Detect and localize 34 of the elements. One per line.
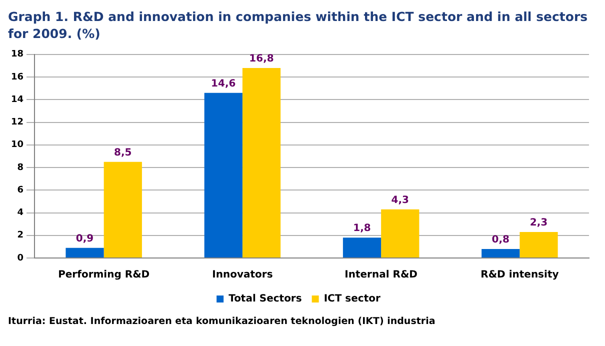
y-tick-label: 4 — [17, 208, 24, 218]
y-tick-label: 10 — [10, 140, 24, 150]
legend-label: Total Sectors — [228, 294, 302, 305]
legend-label: ICT sector — [324, 294, 380, 305]
data-label: 4,3 — [391, 194, 410, 206]
chart-title: Graph 1. R&D and innovation in companies within the ICT sector and in all sectors for 2009. (%) — [8, 8, 589, 42]
y-tick-label: 16 — [10, 72, 24, 82]
bar — [482, 248, 520, 258]
x-tick-label: R&D intensity — [480, 270, 560, 281]
data-label: 14,6 — [211, 78, 236, 90]
bar — [66, 248, 104, 258]
data-label: 0,8 — [492, 234, 510, 246]
y-tick-label: 2 — [17, 230, 24, 241]
data-label: 2,3 — [530, 218, 548, 229]
bar — [342, 238, 382, 258]
y-tick-label: 12 — [10, 118, 24, 128]
y-tick-label: 6 — [17, 185, 24, 196]
y-tick-label: 0 — [17, 253, 24, 264]
x-tick-label: Internal R&D — [344, 270, 418, 281]
bar — [381, 209, 420, 258]
data-label: 8,5 — [114, 147, 132, 158]
bar — [242, 68, 281, 258]
data-label: 16,8 — [249, 54, 274, 65]
bar — [104, 162, 142, 258]
text: Iturria: Eustat. Informazioaren eta komunikazioaren teknologien (IKT) industria — [8, 316, 436, 327]
y-tick-label: 14 — [10, 94, 24, 105]
bar — [204, 92, 242, 258]
bar — [520, 232, 558, 258]
data-label: 1,8 — [353, 223, 371, 234]
data-label: 0,9 — [76, 233, 94, 244]
y-tick-label: 18 — [10, 50, 24, 60]
y-tick-label: 8 — [17, 162, 24, 173]
x-tick-label: Innovators — [212, 270, 273, 281]
x-tick-label: Performing R&D — [58, 270, 150, 281]
